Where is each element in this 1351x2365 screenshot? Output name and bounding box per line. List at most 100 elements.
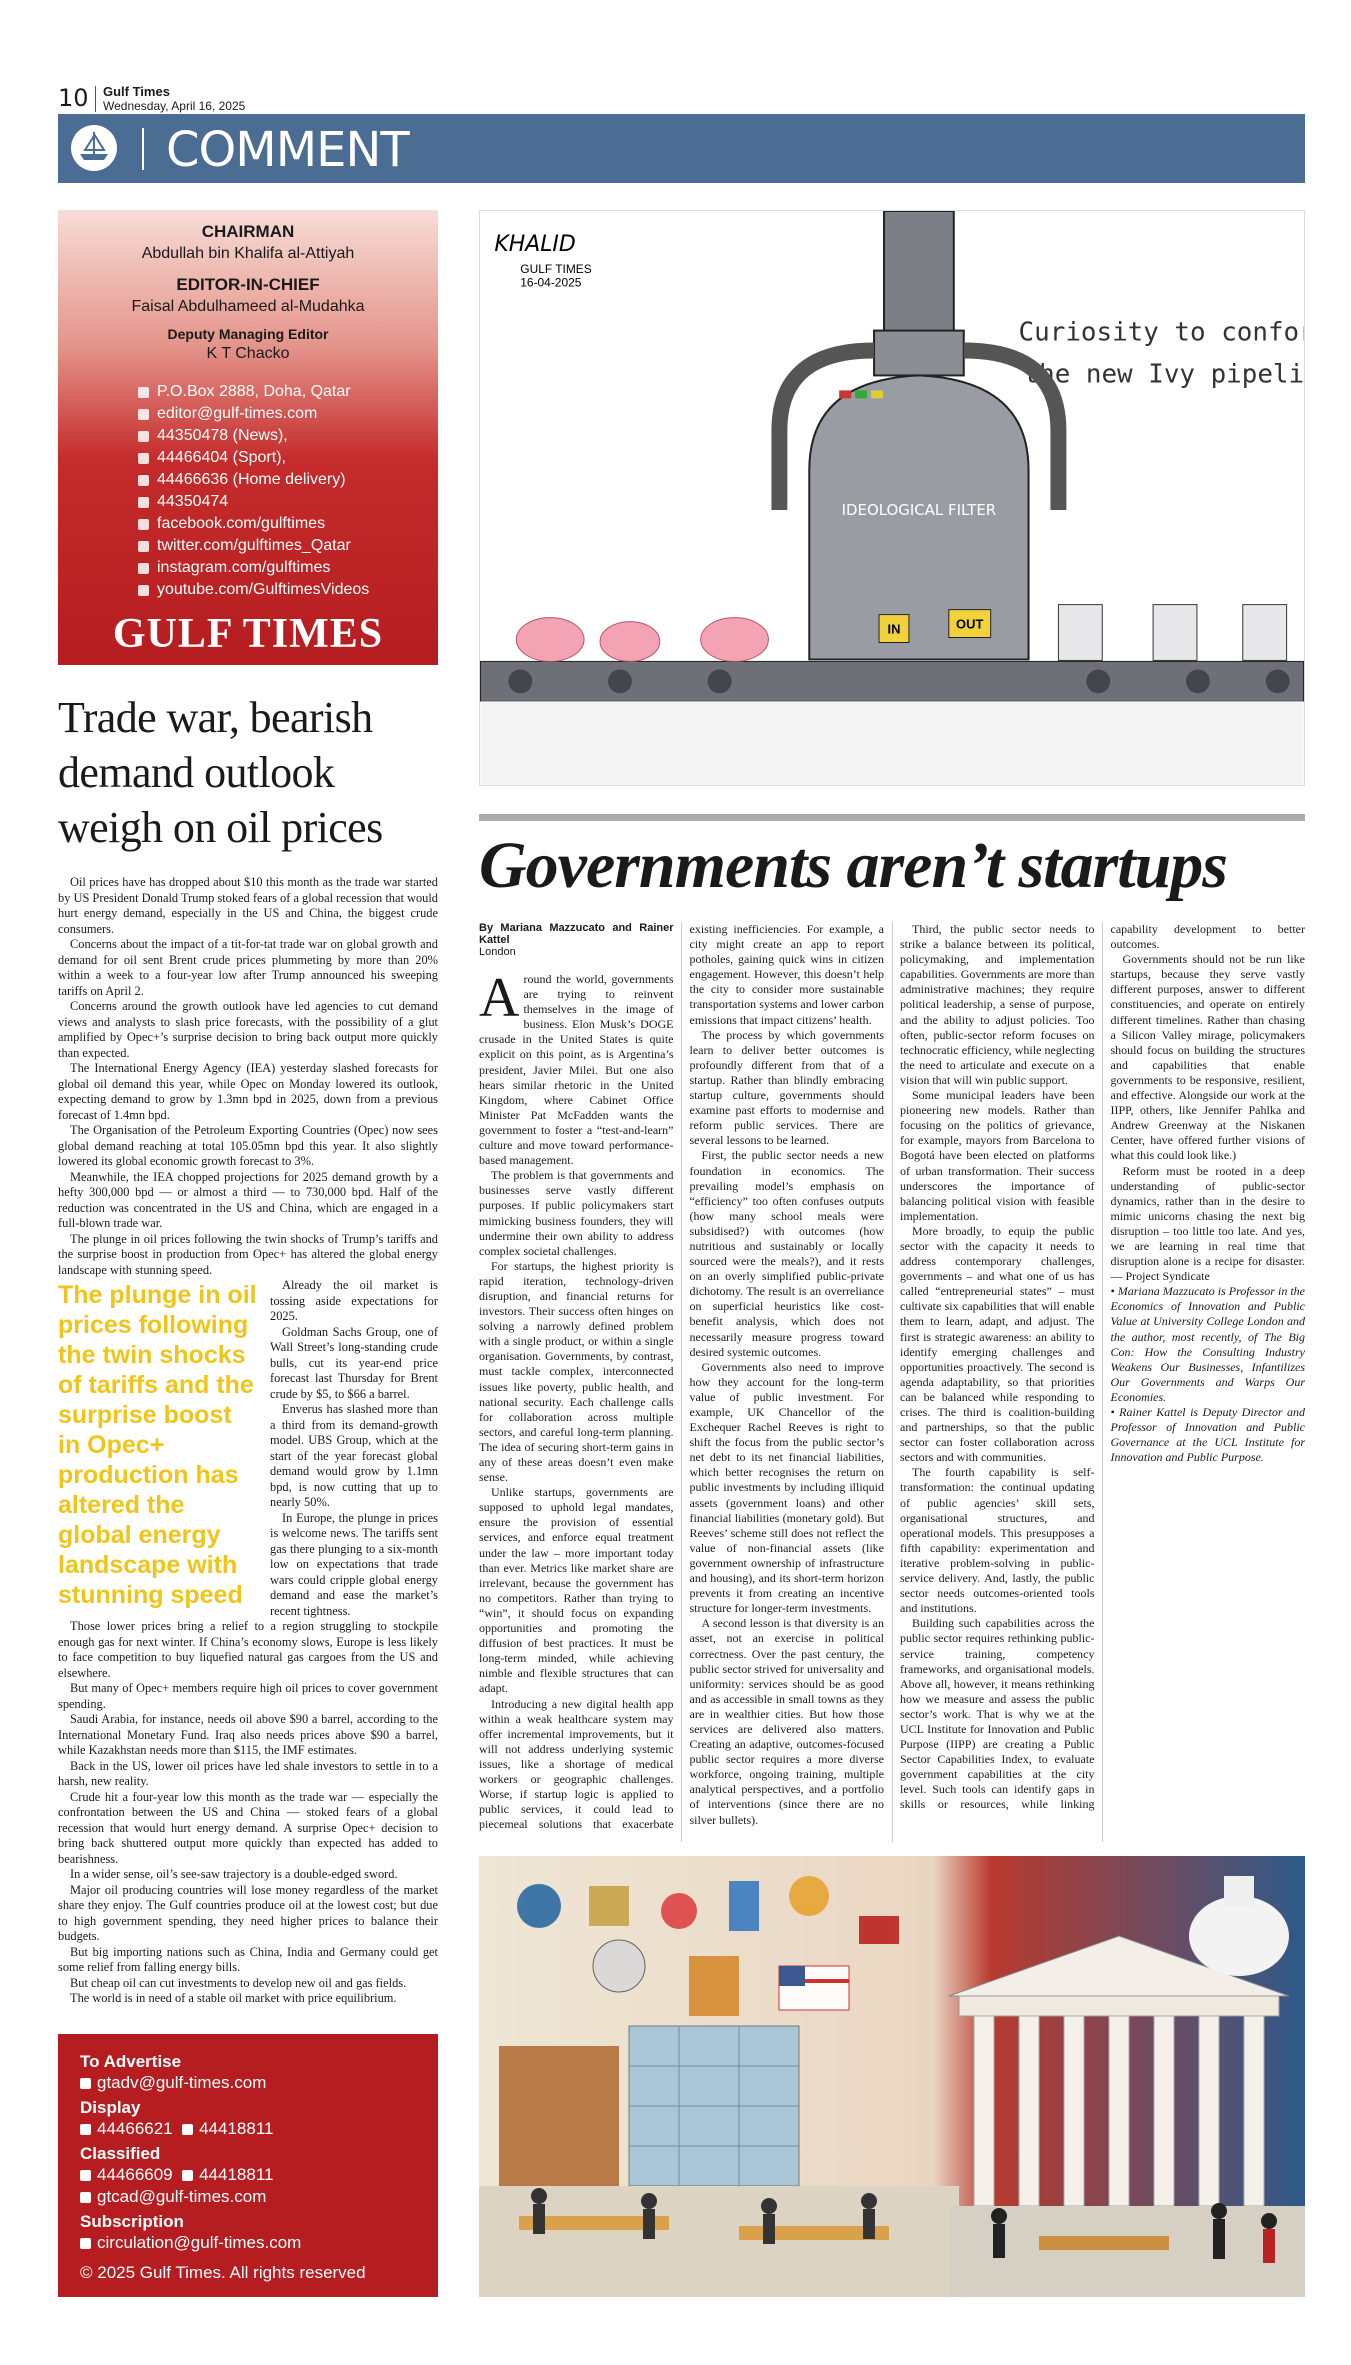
paragraph: The International Energy Agency (IEA) ye… xyxy=(58,1061,438,1122)
paragraph: Introducing a new digital health app wit… xyxy=(479,922,884,1832)
contact-icon xyxy=(138,518,149,530)
contact-text: 44466636 (Home delivery) xyxy=(157,471,346,488)
contact-icon xyxy=(138,562,149,574)
paragraph: Concerns around the growth outlook have … xyxy=(58,999,438,1060)
out-label: OUT xyxy=(956,617,983,632)
dateline: London xyxy=(479,946,516,958)
gulf-times-logo: GULF TIMES xyxy=(112,611,384,657)
paragraph: But many of Opec+ members require high o… xyxy=(58,1681,438,1711)
paragraph: The Organisation of the Petroleum Export… xyxy=(58,1123,438,1168)
contact-text: facebook.com/gulftimes xyxy=(157,515,326,532)
banner-divider xyxy=(142,128,144,170)
copyright: © 2025 Gulf Times. All rights reserved xyxy=(80,2263,366,2282)
pull-quote: The plunge in oil prices following the t… xyxy=(58,1281,257,1609)
contact-row: 44466636 (Home delivery) xyxy=(138,469,438,491)
paragraph: First, the public sector needs a new fou… xyxy=(689,1148,885,1359)
paragraph: Already the oil market is tossing aside … xyxy=(270,1278,438,1323)
paragraph: Those lower prices bring a relief to a r… xyxy=(58,1619,438,1680)
contact-icon xyxy=(138,584,149,596)
classified-email: gtcad@gulf-times.com xyxy=(97,2187,267,2206)
issue-date: Wednesday, April 16, 2025 xyxy=(103,99,246,113)
advertise-email: gtadv@gulf-times.com xyxy=(97,2073,267,2092)
classified-label: Classified xyxy=(80,2144,161,2163)
masthead-box: CHAIRMAN Abdullah bin Khalifa al-Attiyah… xyxy=(58,210,438,665)
subscription-label: Subscription xyxy=(80,2212,184,2231)
paragraph: But cheap oil can cut investments to dev… xyxy=(70,1975,407,1990)
contact-icon xyxy=(138,386,149,398)
contact-row: youtube.com/GulftimesVideos xyxy=(138,579,438,601)
paragraph: Back in the US, lower oil prices have le… xyxy=(58,1758,438,1789)
contact-text: 44466404 (Sport), xyxy=(157,449,286,466)
author-bio: • Mariana Mazzucato is Professor in the … xyxy=(1110,1284,1306,1404)
author-bio: • Rainer Kattel is Deputy Director and P… xyxy=(1110,1405,1306,1465)
paragraph: Reform must be rooted in a deep understa… xyxy=(1110,1163,1306,1284)
opinion-headline: Governments aren’t startups xyxy=(479,829,1228,902)
contact-list: P.O.Box 2888, Doha, Qatar editor@gulf-tim… xyxy=(138,381,438,601)
contact-icon xyxy=(138,408,149,420)
paragraph: Saudi Arabia, for instance, needs oil ab… xyxy=(58,1712,438,1757)
contact-row: 44466404 (Sport), xyxy=(138,447,438,469)
paragraph: In Europe, the plunge in prices is welco… xyxy=(270,1510,438,1618)
cartoon: KHALID GULF TIMES 16-04-2025 Curiosity t… xyxy=(479,210,1305,786)
contact-row: editor@gulf-times.com xyxy=(138,403,438,425)
paragraph: Building such capabilities across the pu… xyxy=(900,922,1305,1812)
byline: By Mariana Mazzucato and Rainer Kattel xyxy=(479,922,674,946)
paragraph: The problem is that governments and busi… xyxy=(479,1168,674,1258)
chairman-name: Abdullah bin Khalifa al-Attiyah xyxy=(141,245,355,262)
cartoon-date: 16-04-2025 xyxy=(520,276,581,290)
paragraph: The fourth capability is self-transforma… xyxy=(900,1465,1095,1616)
contact-text: twitter.com/gulftimes_Qatar xyxy=(157,537,351,554)
oil-article: Oil prices have has dropped about $10 th… xyxy=(58,875,438,2015)
section-rule xyxy=(479,814,1305,821)
paragraph: Third, the public sector needs to strike… xyxy=(900,922,1095,1087)
contact-row: 44350474 xyxy=(138,491,438,513)
paragraph: The plunge in oil prices following the t… xyxy=(58,1231,438,1277)
contact-icon xyxy=(138,474,149,486)
paragraph: A second lesson is that diversity is an … xyxy=(689,1616,885,1827)
contact-icon xyxy=(138,430,149,442)
paragraph: Unlike startups, governments are suppose… xyxy=(479,1485,674,1696)
advertise-label: To Advertise xyxy=(80,2052,182,2071)
contact-icon xyxy=(138,452,149,464)
contact-text: youtube.com/GulftimesVideos xyxy=(157,581,370,598)
display-phone: 44418811 xyxy=(199,2119,274,2138)
contact-text: 44350474 xyxy=(157,493,229,510)
contact-row: P.O.Box 2888, Doha, Qatar xyxy=(138,381,438,403)
deputy-name: K T Chacko xyxy=(206,345,290,362)
publication: Gulf Times xyxy=(103,84,170,99)
paragraph: Governments should not be run like start… xyxy=(1110,952,1306,1163)
display-label: Display xyxy=(80,2098,141,2117)
contact-row: 44350478 (News), xyxy=(138,425,438,447)
illustration xyxy=(479,1856,1305,2297)
paragraph: Crude hit a four-year low this month as … xyxy=(58,1789,438,1866)
in-label: IN xyxy=(888,622,901,637)
cartoon-caption: the new Ivy pipeline. xyxy=(1024,359,1305,389)
section-title: COMMENT xyxy=(166,122,410,178)
paragraph: Concerns about the impact of a tit-for-t… xyxy=(58,937,438,998)
section-banner: COMMENT xyxy=(58,114,1305,183)
contact-text: 44350478 (News), xyxy=(157,427,288,444)
paragraph: Some municipal leaders have been pioneer… xyxy=(900,1088,1095,1223)
paragraph: Oil prices have has dropped about $10 th… xyxy=(58,875,438,936)
cartoon-caption: Curiosity to conformity: xyxy=(1019,318,1305,348)
editor-name: Faisal Abdulhameed al-Mudahka xyxy=(131,298,365,315)
logo-icon xyxy=(71,125,117,171)
subscription-email: circulation@gulf-times.com xyxy=(97,2233,302,2252)
paragraph: The world is in need of a stable oil mar… xyxy=(70,1991,397,2005)
advertising-box: To Advertise gtadv@gulf-times.com Displa… xyxy=(58,2034,438,2297)
cartoon-publication: GULF TIMES xyxy=(520,262,591,276)
contact-row: twitter.com/gulftimes_Qatar xyxy=(138,535,438,557)
display-phone: 44466621 xyxy=(97,2119,173,2138)
paragraph: More broadly, to equip the public sector… xyxy=(900,1223,1095,1465)
paragraph: Around the world, governments are trying… xyxy=(479,967,674,1168)
contact-text: P.O.Box 2888, Doha, Qatar xyxy=(157,383,351,400)
paragraph: Meanwhile, the IEA chopped projections f… xyxy=(58,1169,438,1231)
paragraph: Governments also need to improve how the… xyxy=(689,1359,885,1616)
paragraph: Enverus has slashed more than a third fr… xyxy=(270,1402,438,1509)
cartoon-signature: KHALID xyxy=(494,232,575,257)
classified-phone: 44418811 xyxy=(199,2165,274,2184)
paragraph: Major oil producing countries will lose … xyxy=(58,1882,438,1944)
contact-text: instagram.com/gulftimes xyxy=(157,559,331,576)
editor-label: EDITOR-IN-CHIEF xyxy=(176,275,320,294)
contact-row: facebook.com/gulftimes xyxy=(138,513,438,535)
